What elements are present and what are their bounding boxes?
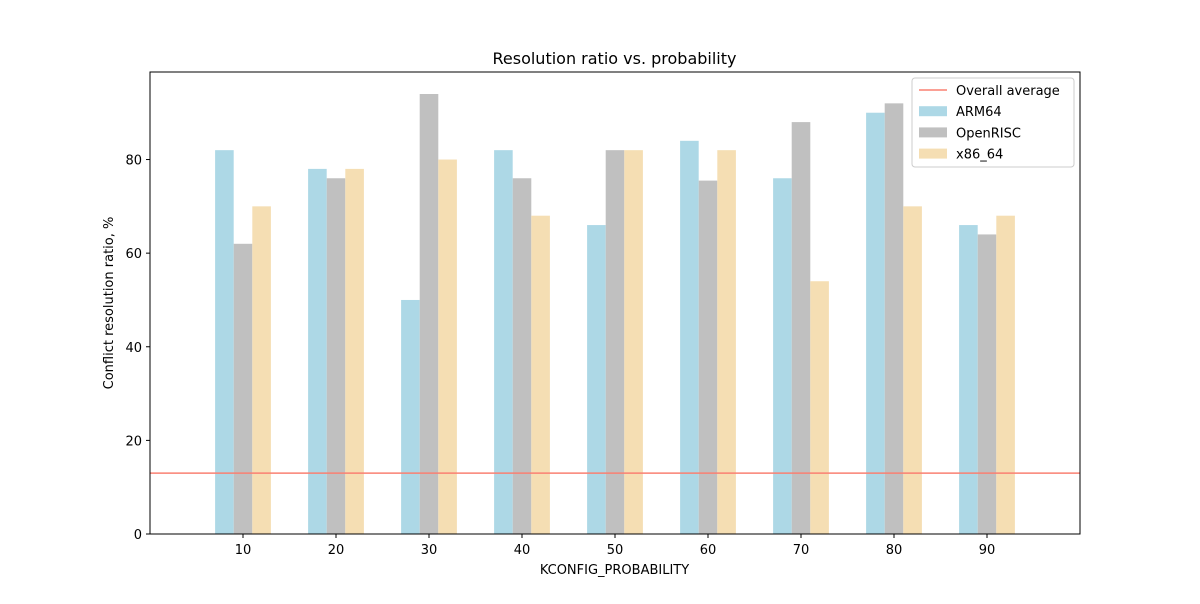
bar-openrisc-20 (326, 178, 346, 534)
plot-area: 10 20 30 40 50 60 70 80 90 0 20 40 60 80 Overall avera… (125, 71, 1081, 558)
bar-x86-64-40 (531, 215, 550, 534)
legend-box (911, 77, 1075, 168)
x-tick-label-80: 80 (886, 543, 903, 558)
bar-openrisc-60 (698, 180, 718, 534)
bar-x86-64-80 (903, 206, 922, 534)
x-tick-label-60: 60 (700, 543, 717, 558)
bar-x86-64-60 (717, 150, 736, 535)
legend-label-overall-average: Overall average (956, 84, 1060, 99)
bar-arm64-90 (959, 225, 978, 534)
x-tick-label-40: 40 (514, 543, 531, 558)
bar-arm64-50 (587, 225, 606, 534)
bar-x86-64-90 (996, 215, 1015, 534)
bar-arm64-30 (401, 299, 420, 534)
legend-label-openrisc: OpenRISC (956, 126, 1021, 141)
bar-x86-64-20 (345, 168, 364, 534)
x-tick-label-30: 30 (421, 543, 438, 558)
x-tick-label-20: 20 (328, 543, 345, 558)
chart-title: Resolution ratio vs. probability (492, 49, 736, 68)
y-tick-label-80: 80 (125, 154, 142, 169)
bar-openrisc-10 (233, 243, 253, 535)
bar-openrisc-40 (512, 178, 532, 534)
bar-arm64-10 (215, 150, 234, 535)
x-tick-label-50: 50 (607, 543, 624, 558)
x-tick-label-70: 70 (793, 543, 810, 558)
x-axis-label: KCONFIG_PROBABILITY (540, 563, 689, 578)
bar-arm64-40 (494, 150, 513, 535)
bar-arm64-70 (773, 178, 792, 534)
bar-arm64-60 (680, 140, 699, 534)
bar-x86-64-50 (624, 150, 643, 535)
y-tick-label-60: 60 (125, 247, 142, 262)
y-tick-label-20: 20 (125, 434, 142, 449)
y-tick-label-40: 40 (125, 341, 142, 356)
bar-arm64-80 (866, 112, 885, 534)
legend-label-x86-64: x86_64 (956, 148, 1003, 163)
bar-x86-64-70 (810, 281, 829, 534)
bar-x86-64-10 (252, 206, 271, 534)
bar-openrisc-30 (419, 94, 439, 534)
y-tick-label-0: 0 (134, 528, 142, 543)
bar-x86-64-30 (438, 159, 457, 534)
y-axis-label: Conflict resolution ratio, % (102, 217, 117, 390)
legend-label-arm64: ARM64 (956, 105, 1002, 120)
bar-arm64-20 (308, 168, 327, 534)
x-tick-label-90: 90 (979, 543, 996, 558)
legend-swatch-x86-64 (919, 148, 947, 159)
legend-swatch-arm64 (919, 106, 947, 117)
x-tick-label-10: 10 (235, 543, 252, 558)
bar-openrisc-50 (605, 150, 625, 535)
bar-openrisc-70 (791, 122, 811, 534)
bar-openrisc-90 (977, 234, 997, 534)
bar-openrisc-80 (884, 103, 904, 535)
legend-swatch-openrisc (919, 127, 947, 138)
